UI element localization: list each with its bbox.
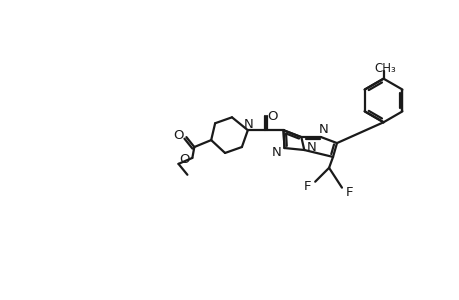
Text: F: F — [345, 186, 353, 199]
Text: O: O — [267, 110, 277, 123]
Text: O: O — [179, 153, 189, 167]
Text: N: N — [319, 123, 328, 136]
Text: O: O — [173, 129, 183, 142]
Text: N: N — [306, 140, 315, 154]
Text: CH₃: CH₃ — [374, 62, 396, 75]
Text: N: N — [271, 146, 281, 160]
Text: N: N — [243, 118, 253, 131]
Text: F: F — [303, 180, 310, 193]
